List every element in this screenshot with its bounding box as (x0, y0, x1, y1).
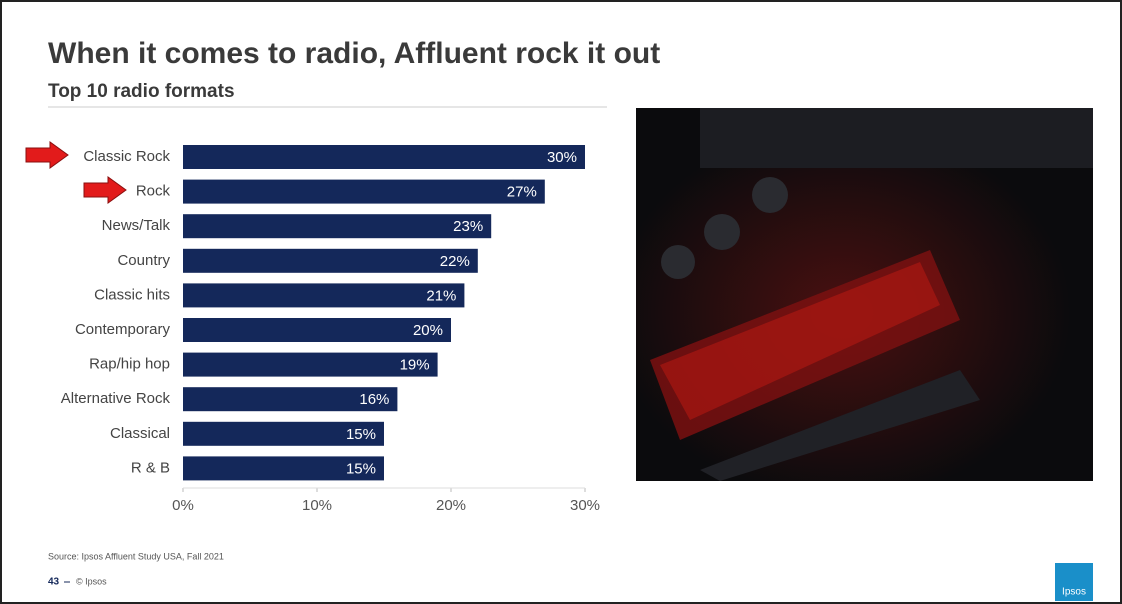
value-label: 20% (413, 322, 443, 339)
y-tick-label: News/Talk (102, 217, 171, 234)
x-tick-label: 10% (302, 497, 332, 514)
photo-shape (700, 108, 1093, 168)
photo-knob (704, 214, 740, 250)
y-tick-label: Country (117, 252, 170, 269)
highlight-arrow (25, 141, 69, 169)
bar (183, 456, 384, 481)
y-tick-label: Alternative Rock (61, 390, 171, 407)
source-note: Source: Ipsos Affluent Study USA, Fall 2… (48, 551, 224, 561)
value-label: 16% (359, 391, 389, 408)
value-label: 15% (346, 426, 376, 443)
x-tick-label: 20% (436, 497, 466, 514)
y-tick-label: R & B (131, 459, 170, 476)
x-tick-label: 30% (570, 497, 600, 514)
bar-chart: 0% 10% 20% 30% Classic Rock 30% Rock 27% News/Ta… (61, 145, 600, 514)
value-label: 21% (426, 287, 456, 304)
logo: Ipsos (1062, 587, 1086, 598)
value-label: 22% (440, 253, 470, 270)
photo-buttons (700, 370, 980, 481)
y-tick-label: Contemporary (75, 321, 171, 338)
bar (183, 179, 545, 204)
slide-title: When it comes to radio, Affluent rock it… (48, 37, 660, 70)
x-tick-label: 0% (172, 497, 194, 514)
y-tick-label: Classical (110, 425, 170, 442)
y-tick-label: Rock (136, 183, 171, 200)
bar (183, 145, 585, 169)
bar (183, 283, 465, 308)
photo-knob (752, 177, 788, 213)
bar (183, 214, 492, 239)
y-tick-label: Classic Rock (83, 148, 170, 165)
page-number: 43 (48, 577, 60, 588)
bar (183, 248, 478, 273)
photo-knob (661, 245, 695, 279)
photo-display-glow (660, 262, 940, 420)
bar (183, 352, 438, 377)
y-tick-label: Classic hits (94, 286, 170, 303)
photo (636, 108, 1093, 481)
bar (183, 387, 398, 412)
highlight-arrow (83, 176, 127, 204)
value-label: 23% (453, 218, 483, 235)
bar (183, 318, 451, 342)
logo-box (1055, 563, 1093, 601)
value-label: 27% (507, 184, 537, 201)
value-label: 19% (400, 357, 430, 374)
value-label: 15% (346, 460, 376, 477)
value-label: 30% (547, 149, 577, 166)
slide-subtitle: Top 10 radio formats (48, 81, 235, 102)
y-tick-label: Rap/hip hop (89, 356, 170, 373)
copyright: © Ipsos (76, 576, 107, 586)
bar (183, 421, 384, 446)
